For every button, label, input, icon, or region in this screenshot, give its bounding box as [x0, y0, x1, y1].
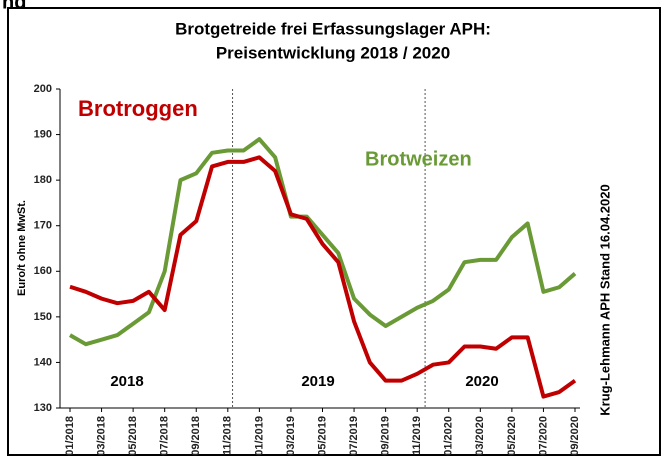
- x-tick-label: 07/2019: [348, 416, 360, 456]
- chart-frame: [7, 7, 661, 456]
- x-tick-label: 07/2018: [159, 416, 171, 456]
- y-tick-label: 140: [34, 356, 52, 368]
- x-tick-label: 09/2020: [569, 416, 581, 456]
- year-label: 2020: [465, 373, 498, 390]
- y-tick-label: 170: [34, 220, 52, 232]
- y-tick-label: 200: [34, 83, 52, 95]
- data-line: [69, 155, 577, 399]
- x-tick-label: 03/2018: [95, 416, 107, 456]
- x-tick-label: 09/2018: [190, 416, 202, 456]
- x-tick-label: 09/2019: [380, 416, 392, 456]
- x-tick-label: 01/2019: [253, 416, 265, 456]
- x-tick-label: 05/2020: [506, 416, 518, 456]
- chart-subtitle: Preisentwicklung 2018 / 2020: [216, 43, 450, 62]
- series-label: Brotweizen: [365, 148, 472, 170]
- y-tick-label: 180: [34, 174, 52, 186]
- x-tick-label: 11/2019: [411, 416, 423, 455]
- y-tick-label: 150: [34, 311, 52, 323]
- year-label: 2019: [301, 373, 334, 390]
- chart-title: Brotgetreide frei Erfassungslager APH:: [175, 19, 491, 38]
- y-axis-label: Euro/t ohne MwSt.: [16, 200, 28, 296]
- x-tick-label: 05/2019: [316, 416, 328, 456]
- series-label: Brotroggen: [78, 96, 198, 121]
- x-tick-label: 03/2020: [474, 416, 486, 456]
- y-tick-label: 130: [34, 402, 52, 414]
- y-tick-label: 160: [34, 265, 52, 277]
- x-tick-label: 03/2019: [285, 416, 297, 456]
- x-tick-label: 07/2020: [537, 416, 549, 456]
- x-tick-label: 01/2018: [64, 416, 76, 456]
- x-tick-label: 05/2018: [127, 416, 139, 456]
- source-note: Krug-Lehmann APH Stand 16.04.2020: [597, 184, 612, 415]
- x-tick-label: 11/2018: [222, 416, 234, 455]
- x-tick-label: 01/2020: [443, 416, 455, 456]
- year-label: 2018: [110, 373, 143, 390]
- y-tick-label: 190: [34, 128, 52, 140]
